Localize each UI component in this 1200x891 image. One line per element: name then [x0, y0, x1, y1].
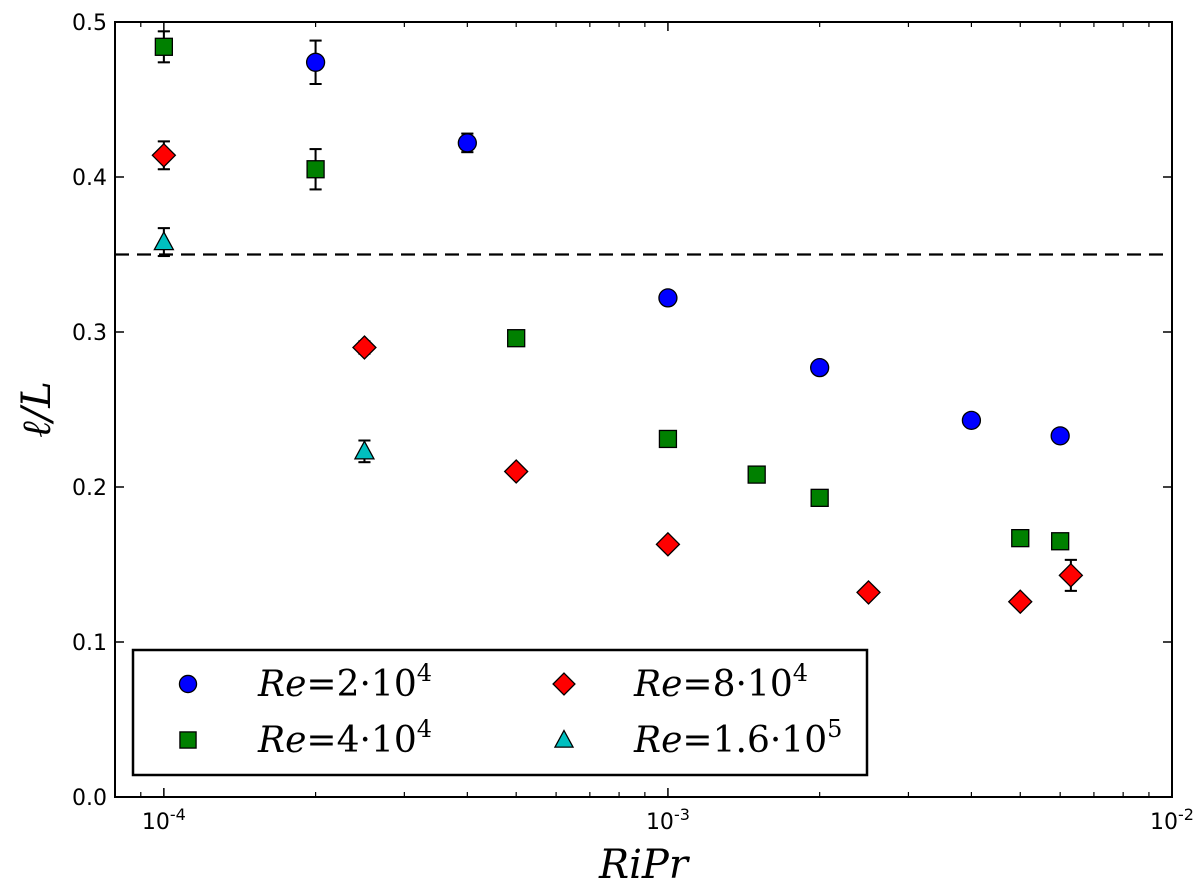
- legend-label-coefficient: 1.6: [713, 720, 770, 761]
- data-point-diamond: [503, 459, 529, 484]
- data-point-circle: [1050, 426, 1070, 446]
- legend-label-equals: =: [306, 664, 336, 705]
- legend-marker-square: [179, 731, 197, 749]
- data-point-diamond: [1007, 589, 1033, 615]
- x-tick-label: 10-4: [142, 805, 186, 835]
- legend-item-2: Re=4·104: [179, 715, 432, 761]
- legend-label-coefficient: 4: [337, 720, 360, 761]
- series-1: [305, 39, 1070, 446]
- series-4: [153, 227, 376, 464]
- series-3: [151, 140, 1084, 615]
- legend-label-coefficient: 2: [337, 664, 360, 705]
- legend-item-3: Re=8·104: [552, 659, 808, 705]
- x-tick-exponent: -3: [674, 805, 690, 824]
- data-point-triangle: [353, 439, 376, 460]
- y-axis-title: ℓ/L: [14, 381, 60, 438]
- data-point-diamond: [352, 335, 377, 360]
- x-tick-base: 10: [1150, 810, 1178, 835]
- legend-item-1: Re=2·104: [178, 659, 432, 705]
- legend-label-coefficient: 8: [713, 664, 736, 705]
- data-point-circle: [658, 288, 678, 308]
- data-point-circle: [810, 357, 830, 378]
- data-point-square: [507, 329, 526, 348]
- data-point-circle: [457, 133, 477, 153]
- axes: 0.00.10.20.30.40.510-4 10-3 10-2: [72, 11, 1194, 835]
- legend-label: Re=2·104: [257, 659, 432, 705]
- data-point-square: [1011, 529, 1030, 548]
- legend-box: [131, 648, 869, 777]
- data-point-square: [1051, 532, 1070, 551]
- plot-area: [115, 30, 1172, 615]
- legend-label-exponent: 4: [417, 659, 432, 687]
- legend-label-exponent: 4: [793, 659, 808, 687]
- y-tick-label: 0.5: [72, 11, 107, 36]
- y-tick-label: 0.1: [72, 631, 107, 656]
- legend-label-prefix: Re: [257, 720, 306, 761]
- legend-label: Re=4·104: [257, 715, 432, 761]
- y-tick-label: 0.0: [72, 786, 107, 811]
- x-tick-exponent: -4: [170, 805, 186, 824]
- legend-label-equals: =: [682, 664, 712, 705]
- x-axis-title: RiPr: [598, 842, 691, 888]
- x-tick-label: 10-2: [1150, 805, 1194, 835]
- legend-label-base: ·10: [770, 720, 827, 761]
- data-point-circle: [961, 410, 982, 431]
- legend-label-base: ·10: [360, 664, 417, 705]
- legend-item-4: Re=1.6·105: [553, 715, 842, 761]
- x-tick-exponent: -2: [1178, 805, 1194, 824]
- legend-label: Re=1.6·105: [633, 715, 842, 761]
- x-tick-base: 10: [142, 810, 170, 835]
- data-point-square: [306, 160, 325, 179]
- legend-label-equals: =: [682, 720, 712, 761]
- series-2: [154, 30, 1070, 551]
- data-point-triangle: [153, 230, 175, 251]
- legend-marker-circle: [178, 674, 198, 694]
- y-tick-label: 0.4: [72, 166, 107, 191]
- legend-label-exponent: 5: [827, 715, 842, 743]
- plot-frame: [114, 21, 1173, 798]
- legend-label: Re=8·104: [633, 659, 808, 705]
- data-point-diamond: [1058, 562, 1084, 588]
- legend-label-equals: =: [306, 720, 336, 761]
- data-point-square: [810, 488, 829, 508]
- legend-marker-diamond: [552, 672, 576, 696]
- data-point-square: [658, 429, 678, 449]
- y-tick-label: 0.2: [72, 476, 107, 501]
- legend-label-prefix: Re: [257, 664, 306, 705]
- legend-label-base: ·10: [736, 664, 793, 705]
- data-point-square: [747, 465, 766, 484]
- data-point-diamond: [151, 142, 177, 168]
- legend-label-prefix: Re: [633, 664, 682, 705]
- legend-label-base: ·10: [360, 720, 417, 761]
- x-tick-label: 10-3: [646, 805, 690, 835]
- data-point-square: [154, 37, 173, 56]
- y-tick-label: 0.3: [72, 321, 107, 346]
- data-point-diamond: [856, 579, 881, 605]
- data-point-circle: [305, 52, 326, 72]
- legend-label-prefix: Re: [633, 720, 682, 761]
- data-point-diamond: [655, 531, 681, 557]
- x-tick-base: 10: [646, 810, 674, 835]
- legend-marker-triangle: [553, 729, 575, 748]
- legend-label-exponent: 4: [417, 715, 432, 743]
